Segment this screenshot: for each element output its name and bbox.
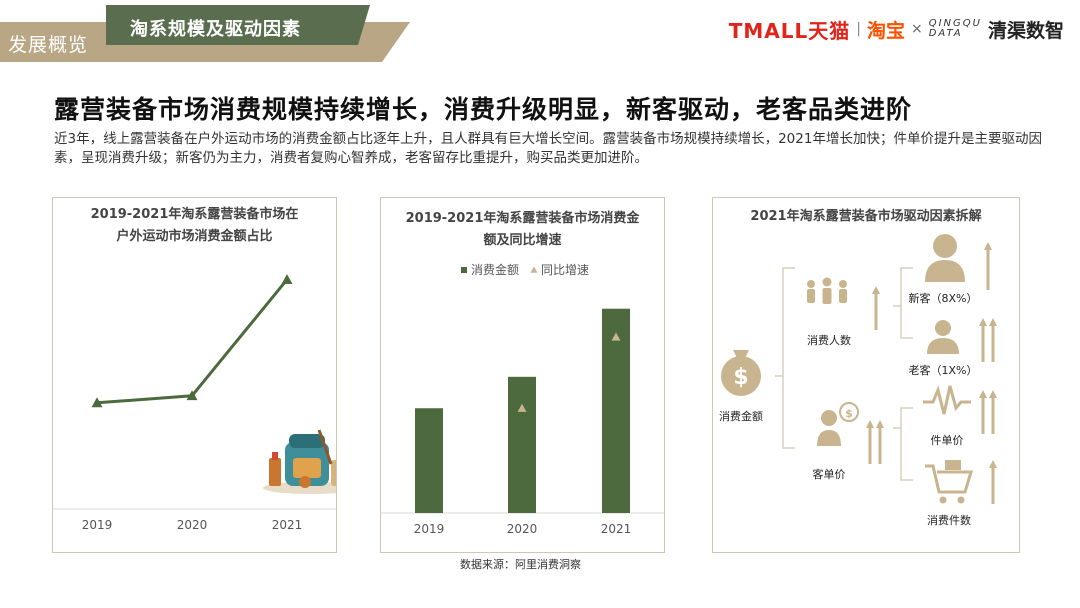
- line-chart-title: 2019-2021年淘系露营装备市场在 户外运动市场消费金额占比: [53, 204, 336, 248]
- x-tick-label: 2019: [414, 522, 445, 536]
- up-arrow-head: [979, 318, 987, 326]
- leaf-label-unit-price: 件单价: [931, 434, 964, 447]
- legend-swatch-marker: [530, 266, 538, 273]
- legend: 消费金额 同比增速: [461, 262, 589, 277]
- driver-diagram-panel: 2021年淘系露营装备市场驱动因素拆解 $ 消费金额 消费人数: [712, 197, 1020, 553]
- bar: [415, 408, 443, 513]
- qingqu-logo: 清渠数智: [987, 19, 1064, 42]
- line-chart-panel: 2019-2021年淘系露营装备市场在 户外运动市场消费金额占比 2019 202…: [52, 197, 337, 553]
- x-tick-label: 2020: [507, 522, 538, 536]
- camping-gear-illustration: [263, 429, 336, 494]
- x-tick-label: 2021: [272, 518, 303, 532]
- header-banner: [0, 5, 410, 62]
- leaf-label-new: 新客（8X%）: [909, 291, 978, 305]
- tmall-logo: TMALL天猫: [728, 18, 851, 43]
- bar: [508, 376, 536, 513]
- line-point: [281, 274, 293, 284]
- line-point: [186, 390, 198, 401]
- up-arrow-head: [989, 390, 997, 398]
- page-description: 近3年，线上露营装备在户外运动市场的消费金额占比逐年上升，且人群具有巨大增长空间…: [54, 131, 1042, 166]
- line-chart-title-line1: 2019-2021年淘系露营装备市场在: [90, 207, 299, 222]
- bar-chart-title-line1: 2019-2021年淘系露营装备市场消费金: [405, 211, 640, 226]
- logo-bar: TMALL天猫 | 淘宝 × QINGQU DATA 清渠数智: [729, 14, 1064, 44]
- people-group-icon: [807, 277, 847, 304]
- up-arrow-head: [872, 286, 880, 294]
- line-chart: 2019 2020 2021: [53, 274, 336, 532]
- person-large-icon: [925, 234, 965, 282]
- x-tick-label: 2021: [601, 522, 632, 536]
- line-series: [96, 278, 289, 405]
- branch-label-people: 消费人数: [807, 333, 851, 347]
- x-tick-label: 2020: [177, 518, 208, 532]
- legend-label: 同比增速: [541, 263, 589, 277]
- x-tick-label: 2019: [82, 518, 113, 532]
- topic-label: 淘系规模及驱动因素: [130, 19, 301, 40]
- up-arrow-head: [876, 420, 884, 428]
- up-arrow-head: [979, 390, 987, 398]
- line-point: [91, 397, 103, 408]
- up-arrow-head: [866, 420, 874, 428]
- growth-marker: [611, 332, 621, 341]
- driver-diagram: $ 消费金额 消费人数 $ 客单价 新客（8X%） 老客（1X%）: [719, 234, 997, 527]
- bar-chart-title-line2: 额及同比增速: [483, 233, 562, 248]
- root-label: 消费金额: [719, 409, 763, 423]
- bar-chart-panel: 2019-2021年淘系露营装备市场消费金 额及同比增速 消费金额 同比增速 201…: [380, 197, 665, 553]
- legend-swatch-bar: [461, 267, 467, 273]
- legend-label: 消费金额: [471, 262, 519, 277]
- logo-times: ×: [911, 21, 923, 37]
- up-arrow-head: [989, 318, 997, 326]
- page-title: 露营装备市场消费规模持续增长，消费升级明显，新客驱动，老客品类进阶: [54, 95, 913, 124]
- svg-text:$: $: [845, 407, 853, 420]
- leaf-label-quantity: 消费件数: [927, 513, 971, 527]
- data-source: 数据来源：阿里消费洞察: [460, 558, 581, 571]
- bar-chart-title: 2019-2021年淘系露营装备市场消费金 额及同比增速: [381, 208, 664, 252]
- money-bag-icon: $: [721, 350, 761, 396]
- buyer-coin-icon: $: [817, 402, 859, 446]
- growth-marker: [517, 403, 527, 412]
- person-small-icon: [927, 320, 959, 354]
- qingqu-logo-bottom: DATA: [928, 28, 963, 39]
- bar: [602, 308, 630, 513]
- leaf-label-old: 老客（1X%）: [909, 363, 978, 377]
- pulse-icon: [923, 385, 971, 415]
- qingqu-logo-top: QINGQU: [928, 18, 982, 29]
- driver-diagram-title: 2021年淘系露营装备市场驱动因素拆解: [750, 209, 982, 224]
- up-arrow-head: [989, 460, 997, 468]
- section-label: 发展概览: [8, 34, 89, 56]
- svg-text:$: $: [733, 365, 748, 390]
- bar-chart: 消费金额 同比增速 2019 2020 2021: [381, 262, 664, 536]
- branch-label-price: 客单价: [813, 467, 846, 481]
- qingqu-logo-mark: QINGQU DATA: [929, 19, 982, 39]
- cart-icon: [925, 460, 974, 504]
- trend-arrows: [866, 242, 997, 504]
- line-chart-title-line2: 户外运动市场消费金额占比: [116, 229, 273, 244]
- diagram-connectors: [775, 267, 913, 481]
- taobao-logo: 淘宝: [866, 19, 905, 42]
- up-arrow-head: [984, 242, 992, 250]
- logo-separator: |: [856, 21, 861, 37]
